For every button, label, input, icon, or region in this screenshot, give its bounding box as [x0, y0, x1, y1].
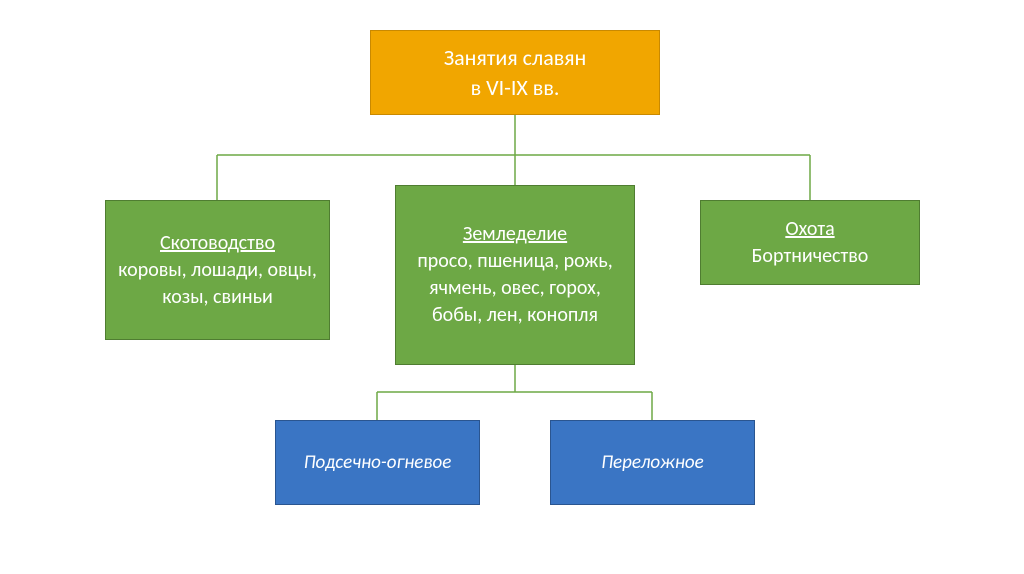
child-middle-node: Земледелие просо, пшеница, рожь, ячмень,… — [395, 185, 635, 365]
child-left-body: коровы, лошади, овцы, козы, свиньи — [116, 257, 319, 311]
child-middle-title: Земледелие — [463, 221, 567, 248]
sub-right-node: Переложное — [550, 420, 755, 505]
child-right-title: Охота — [785, 216, 834, 243]
child-left-title: Скотоводство — [160, 230, 275, 257]
child-left-node: Скотоводство коровы, лошади, овцы, козы,… — [105, 200, 330, 340]
child-middle-body: просо, пшеница, рожь, ячмень, овес, горо… — [406, 248, 624, 329]
child-right-node: Охота Бортничество — [700, 200, 920, 285]
sub-left-label: Подсечно-огневое — [304, 450, 452, 476]
root-node: Занятия славян в VI-IX вв. — [370, 30, 660, 115]
sub-right-label: Переложное — [601, 450, 703, 476]
sub-left-node: Подсечно-огневое — [275, 420, 480, 505]
root-line1: Занятия славян — [444, 43, 587, 73]
child-right-body: Бортничество — [752, 243, 869, 270]
root-line2: в VI-IX вв. — [471, 73, 560, 103]
